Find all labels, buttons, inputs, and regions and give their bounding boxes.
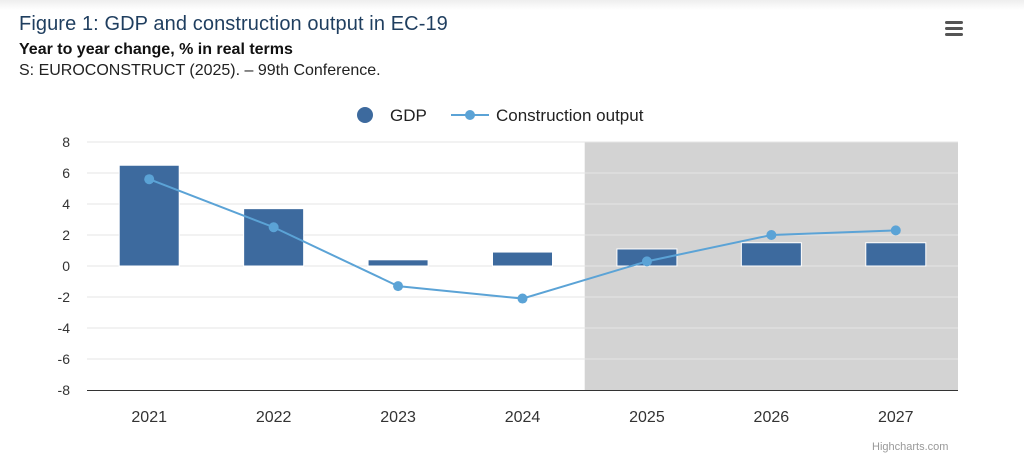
y-tick-label: 2 [62, 227, 70, 243]
x-tick-label: 2027 [878, 409, 914, 426]
legend-gdp-symbol [357, 107, 373, 123]
y-tick-label: -2 [58, 289, 71, 305]
construction-output-point [890, 225, 901, 236]
construction-output-point [268, 222, 279, 233]
chart-source: S: EUROCONSTRUCT (2025). – 99th Conferen… [19, 62, 381, 79]
y-tick-label: -6 [58, 351, 71, 367]
construction-output-point [393, 281, 404, 292]
y-tick-label: 4 [62, 196, 70, 212]
construction-output-point [766, 230, 777, 240]
x-tick-label: 2021 [131, 409, 167, 426]
x-tick-label: 2026 [754, 409, 790, 426]
legend-construction-label: Construction output [496, 106, 644, 125]
y-tick-label: 8 [62, 134, 70, 150]
y-tick-label: 0 [62, 258, 70, 274]
x-tick-label: 2023 [380, 409, 416, 426]
chart-subtitle: Year to year change, % in real terms [19, 41, 293, 58]
construction-output-point [517, 293, 528, 304]
chart-title: Figure 1: GDP and construction output in… [19, 13, 448, 35]
hamburger-menu-icon[interactable] [943, 18, 965, 38]
construction-output-point [144, 174, 155, 185]
y-tick-label: -8 [58, 382, 71, 398]
y-tick-label: 6 [62, 165, 70, 181]
gdp-bar [865, 242, 927, 267]
x-tick-label: 2024 [505, 409, 541, 426]
top-fade [0, 0, 1024, 10]
gdp-bar [740, 242, 802, 267]
legend-gdp-label: GDP [390, 106, 427, 125]
gdp-bar [492, 251, 553, 267]
gdp-bar [367, 259, 429, 267]
legend-construction-symbol [465, 110, 475, 120]
x-tick-label: 2022 [256, 409, 292, 426]
y-tick-label: -4 [58, 320, 71, 336]
construction-output-point [641, 256, 652, 267]
x-tick-label: 2025 [629, 409, 665, 426]
highcharts-credits[interactable]: Highcharts.com [872, 441, 949, 453]
